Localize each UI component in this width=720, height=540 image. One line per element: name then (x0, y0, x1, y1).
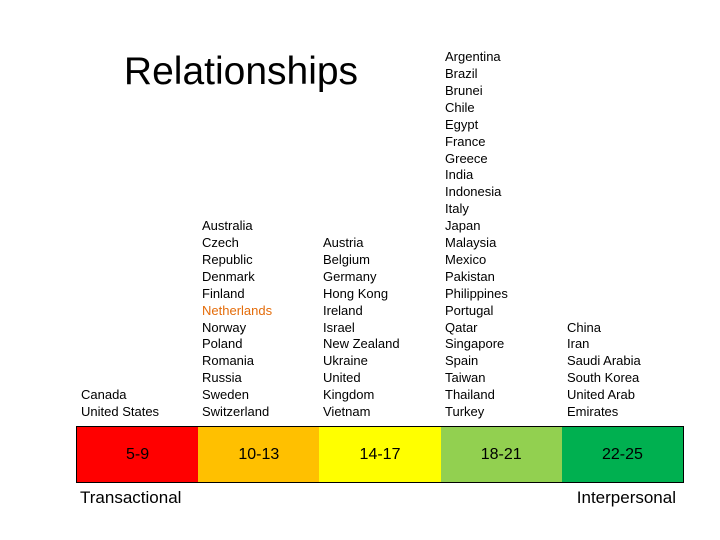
country: Republic (202, 251, 253, 267)
country: Poland (202, 336, 243, 352)
country: Iran (567, 336, 590, 352)
country: United States (81, 404, 160, 420)
country-column: Canada United States (81, 387, 201, 421)
country: Australia (202, 218, 253, 234)
country: China (567, 319, 601, 335)
country: Romania (202, 353, 255, 369)
country: Russia (202, 370, 242, 386)
country: Germany (323, 268, 377, 284)
country: India (445, 167, 474, 183)
country: United (323, 370, 361, 386)
country: France (445, 133, 486, 149)
country: Egypt (445, 116, 479, 132)
country-column: Austria Belgium Germany Hong Kong Ireland Isr… (323, 235, 443, 421)
country-column: Argentina Brazil Brunei Chile Egypt France Gre… (445, 49, 565, 421)
country: Spain (445, 353, 479, 369)
country: Chile (445, 99, 475, 115)
country: Brunei (445, 82, 483, 98)
country: Ireland (323, 302, 363, 318)
country: Pakistan (445, 268, 495, 284)
country: Hong Kong (323, 285, 389, 301)
country: Finland (202, 285, 245, 301)
country: Ukraine (323, 353, 368, 369)
country: Kingdom (323, 387, 375, 403)
country: Taiwan (445, 370, 486, 386)
country: Singapore (445, 336, 505, 352)
score-band: 22-25 (561, 427, 684, 482)
country: Thailand (445, 387, 495, 403)
country: Sweden (202, 387, 249, 403)
country: Israel (323, 319, 355, 335)
country: Qatar (445, 319, 478, 335)
country: Philippines (445, 285, 508, 301)
score-band: 14-17 (319, 427, 441, 482)
country: Brazil (445, 65, 478, 81)
scale-bar: 5-9 10-13 14-17 18-21 22-25 (76, 426, 684, 483)
country-column: China Iran Saudi Arabia South Korea United A… (567, 320, 687, 421)
country: Mexico (445, 251, 487, 267)
country: Belgium (323, 251, 370, 267)
country: Austria (323, 235, 364, 251)
country: Malaysia (445, 235, 497, 251)
country: Saudi Arabia (567, 353, 641, 369)
country: United Arab (567, 387, 635, 403)
country: Japan (445, 218, 481, 234)
country: Switzerland (202, 404, 270, 420)
country: Emirates (567, 404, 619, 420)
country: Czech (202, 235, 239, 251)
country: South Korea (567, 370, 640, 386)
country-column: Australia Czech Republic Denmark Finland Neth… (202, 218, 322, 421)
country: Italy (445, 201, 469, 217)
country: Turkey (445, 404, 485, 420)
country: Denmark (202, 268, 255, 284)
country: Vietnam (323, 404, 371, 420)
country: Canada (81, 387, 127, 403)
country: Norway (202, 319, 247, 335)
right-label: Interpersonal (576, 488, 676, 507)
score-band: 10-13 (198, 427, 320, 482)
country: Indonesia (445, 184, 502, 200)
country: Netherlands (202, 302, 273, 318)
title: Relationships (123, 50, 359, 93)
country: Greece (445, 150, 488, 166)
score-band: 5-9 (77, 427, 199, 482)
country: Portugal (445, 302, 494, 318)
country: Argentina (445, 49, 501, 65)
country: New Zealand (323, 336, 400, 352)
score-band: 18-21 (440, 427, 562, 482)
left-label: Transactional (80, 488, 182, 507)
